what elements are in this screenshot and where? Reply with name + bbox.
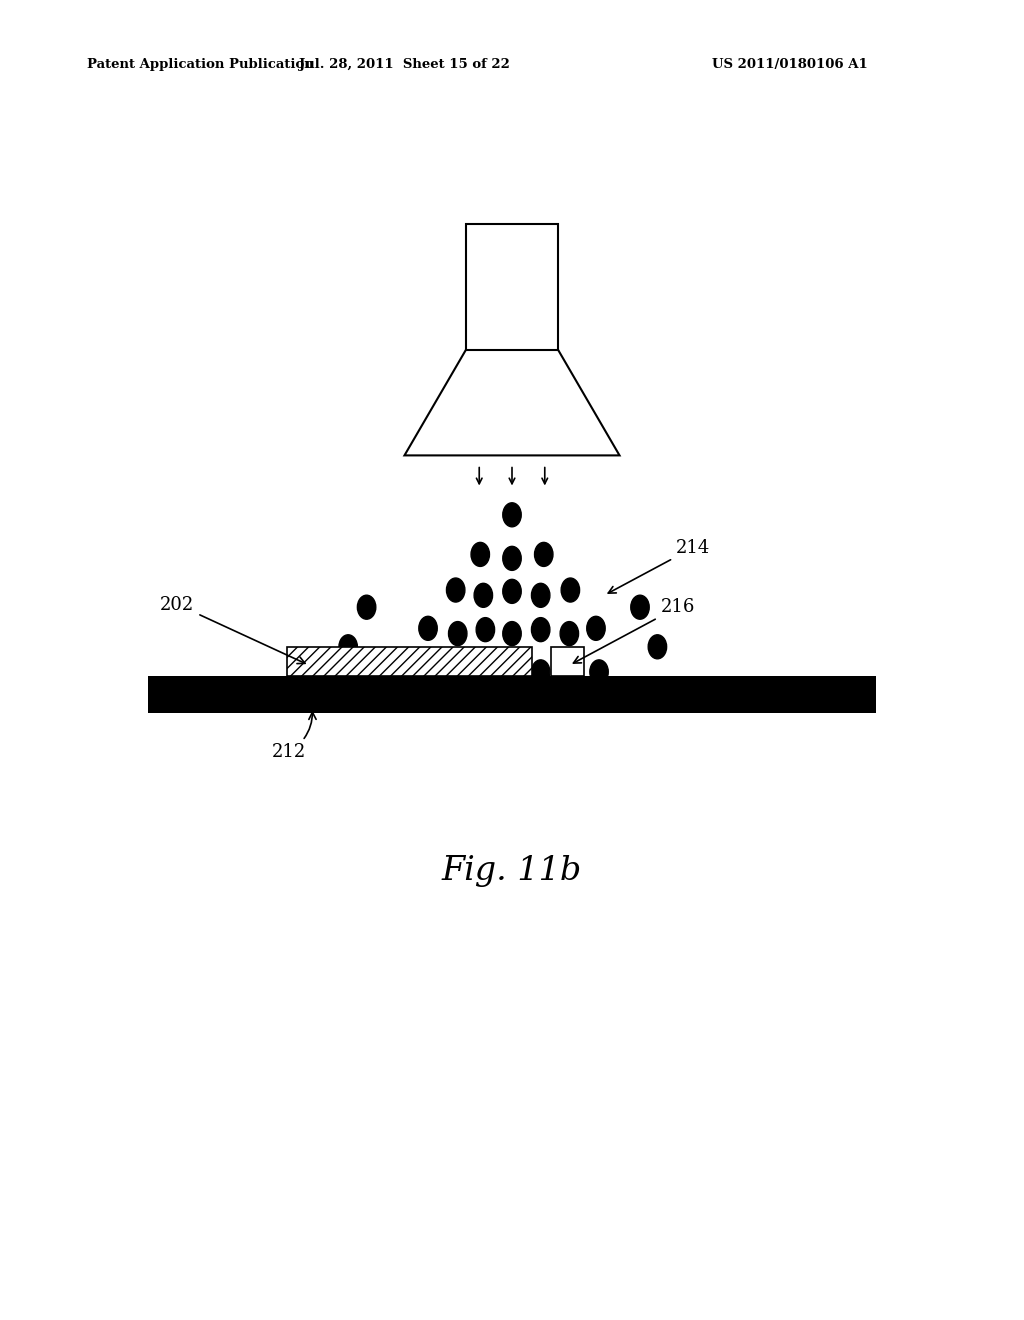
Ellipse shape	[531, 583, 550, 607]
Ellipse shape	[416, 660, 434, 684]
Ellipse shape	[535, 543, 553, 566]
Text: Fig. 11b: Fig. 11b	[442, 855, 582, 887]
Ellipse shape	[531, 618, 550, 642]
Text: 212: 212	[271, 713, 316, 762]
Ellipse shape	[631, 595, 649, 619]
Bar	[466, 224, 558, 350]
Ellipse shape	[503, 579, 521, 603]
Ellipse shape	[503, 622, 521, 645]
Ellipse shape	[503, 503, 521, 527]
Bar	[551, 647, 584, 676]
Ellipse shape	[474, 660, 493, 684]
Ellipse shape	[446, 578, 465, 602]
Ellipse shape	[590, 660, 608, 684]
Text: 202: 202	[161, 595, 305, 664]
Ellipse shape	[385, 655, 403, 678]
Bar	[148, 676, 876, 713]
Ellipse shape	[474, 583, 493, 607]
Ellipse shape	[531, 660, 550, 684]
Ellipse shape	[503, 546, 521, 570]
Polygon shape	[404, 350, 620, 455]
Ellipse shape	[445, 656, 464, 680]
Ellipse shape	[449, 622, 467, 645]
Text: Jul. 28, 2011  Sheet 15 of 22: Jul. 28, 2011 Sheet 15 of 22	[299, 58, 510, 71]
Ellipse shape	[587, 616, 605, 640]
Ellipse shape	[419, 616, 437, 640]
Ellipse shape	[648, 635, 667, 659]
Text: Patent Application Publication: Patent Application Publication	[87, 58, 313, 71]
Ellipse shape	[560, 622, 579, 645]
Text: 214: 214	[608, 539, 710, 593]
Ellipse shape	[561, 578, 580, 602]
Ellipse shape	[471, 543, 489, 566]
Ellipse shape	[357, 595, 376, 619]
Text: US 2011/0180106 A1: US 2011/0180106 A1	[712, 58, 867, 71]
Ellipse shape	[476, 618, 495, 642]
Bar	[287, 647, 532, 676]
Ellipse shape	[503, 656, 521, 680]
Ellipse shape	[339, 635, 357, 659]
Text: 216: 216	[573, 598, 695, 663]
Ellipse shape	[560, 656, 579, 680]
